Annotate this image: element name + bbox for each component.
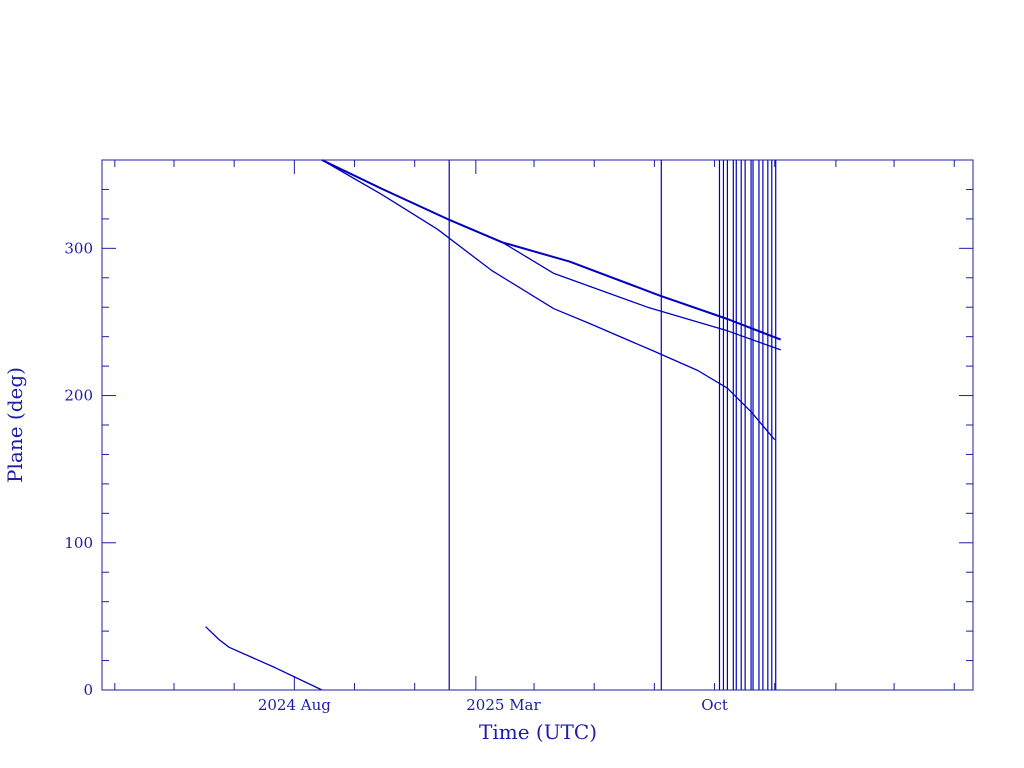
series-lines: [205, 159, 782, 691]
y-tick-labels: 0 100 200 300: [64, 239, 93, 699]
series-line: [321, 159, 781, 351]
x-tick-label: 2024 Aug: [258, 696, 331, 714]
tick-marks: [102, 159, 973, 691]
y-tick-label: 0: [83, 681, 93, 699]
y-tick-label: 100: [64, 534, 93, 552]
plot-frame: [101, 159, 974, 691]
x-axis-label: Time (UTC): [479, 720, 597, 744]
y-tick-label: 300: [64, 239, 93, 257]
event-lines: [448, 160, 777, 690]
series-line: [205, 626, 323, 691]
x-tick-label: Oct: [701, 696, 728, 714]
series-line: [321, 159, 776, 441]
x-tick-labels: 2024 Aug 2025 Mar Oct: [258, 696, 728, 714]
y-tick-label: 200: [64, 387, 93, 405]
series-line: [321, 159, 782, 341]
x-tick-label: 2025 Mar: [466, 696, 541, 714]
y-axis-label: Plane (deg): [3, 367, 27, 483]
